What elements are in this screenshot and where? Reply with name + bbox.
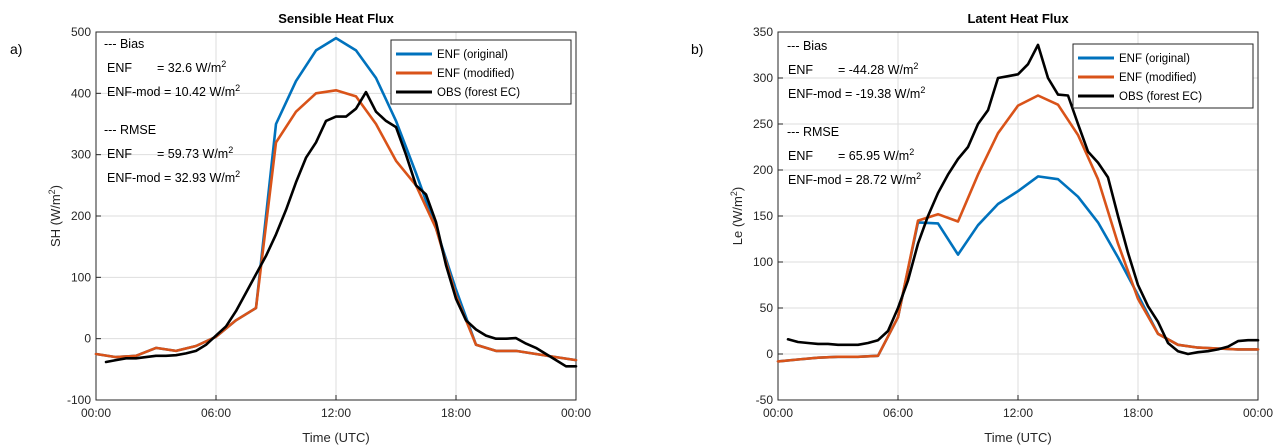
rmse-enf-value-b-text: = 65.95 W/m <box>838 149 909 163</box>
bias-mod-a-sup: 2 <box>235 83 240 93</box>
panel-a: a) Sensible Heat Flux 00:00 06:00 12:00 18:… <box>10 11 591 445</box>
y-tick-label: 250 <box>753 117 773 131</box>
legend-a: ENF (original) ENF (modified) OBS (fores… <box>390 39 572 105</box>
y-tick-label: 0 <box>766 347 773 361</box>
bias-enf-value-a: = 32.6 W/m2 <box>157 59 226 75</box>
bias-enf-value-a-text: = 32.6 W/m <box>157 61 221 75</box>
legend-label-b-original: ENF (original) <box>1119 53 1190 65</box>
y-tick-label: 50 <box>760 301 774 315</box>
y-tick-label: -50 <box>756 393 774 407</box>
legend-label-b-obs: OBS (forest EC) <box>1119 91 1202 103</box>
bias-mod-a-text: ENF-mod = 10.42 W/m <box>107 85 235 99</box>
legend-label-a-obs: OBS (forest EC) <box>437 87 520 99</box>
y-axis-label-a-end: ) <box>48 185 63 189</box>
x-axis-label-a: Time (UTC) <box>302 430 369 445</box>
rmse-enf-value-b: = 65.95 W/m2 <box>838 147 914 163</box>
series-line-enf-modified-b <box>776 94 1260 363</box>
y-axis-label-b-end: ) <box>730 187 745 191</box>
y-axis-label-b: Le (W/m2) <box>729 187 745 245</box>
rmse-enf-value-a-text: = 59.73 W/m <box>157 147 228 161</box>
x-tick-label: 06:00 <box>883 406 913 420</box>
series-line-obs-b <box>786 43 1260 356</box>
y-axis-label-b-sup: 2 <box>729 191 739 196</box>
rmse-enf-label-b: ENF <box>788 149 813 163</box>
y-tick-label: 0 <box>84 332 91 346</box>
y-tick-label: 100 <box>753 255 773 269</box>
rmse-enf-value-b-sup: 2 <box>909 147 914 157</box>
y-tick-label: 350 <box>753 25 773 39</box>
rmse-mod-a: ENF-mod = 32.93 W/m2 <box>107 169 240 185</box>
rmse-mod-b-sup: 2 <box>916 171 921 181</box>
bias-mod-b-text: ENF-mod = -19.38 W/m <box>788 87 920 101</box>
rmse-header-a: --- RMSE <box>104 123 156 137</box>
bias-mod-b-sup: 2 <box>920 85 925 95</box>
y-tick-label: 100 <box>71 270 91 284</box>
legend-label-b-modified: ENF (modified) <box>1119 72 1196 84</box>
series-group-b <box>776 43 1260 363</box>
bias-mod-a: ENF-mod = 10.42 W/m2 <box>107 83 240 99</box>
x-tick-label: 00:00 <box>81 406 111 420</box>
x-tick-label: 12:00 <box>321 406 351 420</box>
chart-title-b: Latent Heat Flux <box>967 11 1069 26</box>
y-axis-label-a-sup: 2 <box>47 189 57 194</box>
bias-enf-value-a-sup: 2 <box>221 59 226 69</box>
x-tick-label: 18:00 <box>441 406 471 420</box>
y-axis-label-a: SH (W/m2) <box>47 185 63 247</box>
bias-enf-value-b: = -44.28 W/m2 <box>838 61 918 77</box>
bias-mod-b: ENF-mod = -19.38 W/m2 <box>788 85 925 101</box>
y-tick-label: -100 <box>67 393 91 407</box>
y-tick-label: 200 <box>71 209 91 223</box>
x-tick-label: 12:00 <box>1003 406 1033 420</box>
rmse-mod-a-text: ENF-mod = 32.93 W/m <box>107 171 235 185</box>
rmse-header-b: --- RMSE <box>787 125 839 139</box>
bias-enf-label-b: ENF <box>788 63 813 77</box>
y-tick-label: 300 <box>753 71 773 85</box>
rmse-enf-value-a-sup: 2 <box>228 145 233 155</box>
y-tick-label: 150 <box>753 209 773 223</box>
y-axis-label-a-main: SH (W/m <box>48 194 63 247</box>
rmse-enf-value-a: = 59.73 W/m2 <box>157 145 233 161</box>
legend-label-a-modified: ENF (modified) <box>437 68 514 80</box>
series-line-enf-modified-a <box>94 89 578 362</box>
y-axis-label-b-main: Le (W/m <box>730 196 745 245</box>
legend-b: ENF (original) ENF (modified) OBS (fores… <box>1072 43 1254 109</box>
y-tick-label: 300 <box>71 148 91 162</box>
stats-annotation-b: --- Bias ENF = -44.28 W/m2 ENF-mod = -19… <box>787 39 925 187</box>
rmse-mod-a-sup: 2 <box>235 169 240 179</box>
rmse-mod-b: ENF-mod = 28.72 W/m2 <box>788 171 921 187</box>
panel-label-b: b) <box>691 41 703 57</box>
panel-label-a: a) <box>10 41 22 57</box>
bias-enf-label-a: ENF <box>107 61 132 75</box>
bias-header-a: --- Bias <box>104 37 144 51</box>
bias-header-b: --- Bias <box>787 39 827 53</box>
chart-title-a: Sensible Heat Flux <box>278 11 394 26</box>
legend-label-a-original: ENF (original) <box>437 49 508 61</box>
x-tick-label: 06:00 <box>201 406 231 420</box>
y-tick-label: 400 <box>71 86 91 100</box>
ticks-b: 00:00 06:00 12:00 18:00 00:00-50050100150200… <box>753 25 1273 420</box>
series-line-obs-a <box>104 90 578 368</box>
rmse-enf-label-a: ENF <box>107 147 132 161</box>
panel-b: b) Latent Heat Flux 00:00 06:00 12:00 18:00… <box>691 11 1273 445</box>
stats-annotation-a: --- Bias ENF = 32.6 W/m2 ENF-mod = 10.42… <box>104 37 240 185</box>
x-tick-label: 00:00 <box>1243 406 1273 420</box>
x-tick-label: 00:00 <box>561 406 591 420</box>
rmse-mod-b-text: ENF-mod = 28.72 W/m <box>788 173 916 187</box>
x-axis-label-b: Time (UTC) <box>984 430 1051 445</box>
x-tick-label: 00:00 <box>763 406 793 420</box>
series-group-a <box>94 36 578 368</box>
bias-enf-value-b-sup: 2 <box>913 61 918 71</box>
x-tick-label: 18:00 <box>1123 406 1153 420</box>
ticks-a: 00:00 06:00 12:00 18:00 00:00-10001002003004… <box>67 25 591 420</box>
y-tick-label: 500 <box>71 25 91 39</box>
y-tick-label: 200 <box>753 163 773 177</box>
bias-enf-value-b-text: = -44.28 W/m <box>838 63 913 77</box>
